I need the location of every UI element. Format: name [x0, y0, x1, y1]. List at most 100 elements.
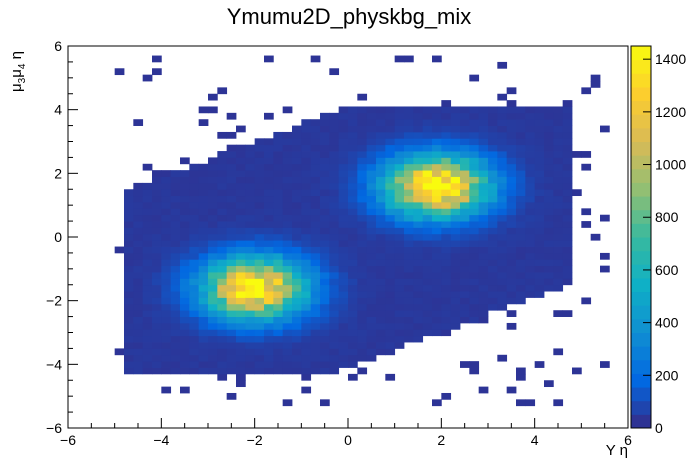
- heatmap-bin: [525, 163, 536, 171]
- heatmap-bin: [441, 240, 452, 247]
- heatmap-bin: [198, 361, 209, 368]
- heatmap-bin: [394, 291, 405, 298]
- heatmap-bin: [329, 214, 340, 222]
- heatmap-bin: [534, 125, 545, 133]
- heatmap-bin: [152, 182, 162, 190]
- heatmap-bin: [534, 151, 545, 158]
- heatmap-bin: [245, 335, 256, 343]
- heatmap-bin: [273, 144, 284, 152]
- heatmap-bin: [282, 131, 293, 139]
- heatmap-bin: [441, 329, 452, 337]
- heatmap-bin: [142, 265, 153, 273]
- heatmap-bin: [376, 221, 386, 228]
- heatmap-bin: [497, 214, 508, 222]
- heatmap-bin: [198, 208, 209, 216]
- heatmap-bin: [161, 316, 172, 324]
- heatmap-bin: [422, 252, 433, 260]
- heatmap-bin: [161, 335, 172, 343]
- heatmap-bin: [198, 310, 209, 317]
- heatmap-bin: [124, 221, 134, 228]
- heatmap-bin: [254, 246, 265, 254]
- heatmap-bin: [478, 252, 489, 260]
- heatmap-bin: [133, 322, 144, 330]
- heatmap-bin: [245, 310, 256, 317]
- heatmap-bin: [180, 182, 190, 190]
- heatmap-bin: [478, 182, 489, 190]
- heatmap-bin: [282, 106, 293, 114]
- heatmap-bin: [562, 170, 573, 177]
- heatmap-bin: [394, 272, 405, 279]
- heatmap-bin: [366, 348, 377, 356]
- heatmap-bin: [217, 361, 228, 368]
- heatmap-bin: [161, 176, 172, 184]
- heatmap-bin: [544, 380, 554, 388]
- heatmap-bin: [236, 361, 246, 368]
- heatmap-bin: [236, 354, 246, 362]
- heatmap-bin: [413, 176, 424, 184]
- heatmap-bin: [320, 151, 330, 158]
- heatmap-bin: [152, 354, 162, 362]
- heatmap-bin: [320, 278, 330, 286]
- heatmap-bin: [310, 170, 321, 177]
- heatmap-bin: [180, 386, 190, 394]
- heatmap-bin: [301, 316, 312, 324]
- heatmap-bin: [310, 214, 321, 222]
- heatmap-bin: [264, 201, 274, 209]
- heatmap-bin: [273, 342, 284, 349]
- heatmap-bin: [394, 176, 405, 184]
- heatmap-bin: [170, 303, 181, 311]
- heatmap-bin: [516, 182, 526, 190]
- heatmap-bin: [478, 272, 489, 279]
- heatmap-bin: [217, 310, 228, 317]
- heatmap-bin: [245, 316, 256, 324]
- heatmap-bin: [534, 291, 545, 298]
- heatmap-bin: [208, 106, 218, 114]
- heatmap-bin: [348, 227, 358, 235]
- heatmap-bin: [329, 170, 340, 177]
- heatmap-bin: [413, 163, 424, 171]
- heatmap-bin: [282, 182, 293, 190]
- heatmap-bin: [413, 240, 424, 247]
- heatmap-bin: [161, 233, 172, 241]
- heatmap-bin: [320, 182, 330, 190]
- heatmap-bin: [488, 157, 498, 165]
- heatmap-bin: [469, 131, 480, 139]
- heatmap-bin: [460, 297, 470, 305]
- heatmap-bin: [292, 189, 302, 197]
- heatmap-bin: [348, 354, 358, 362]
- heatmap-bin: [357, 240, 368, 247]
- heatmap-bin: [282, 151, 293, 158]
- y-tick-label: −2: [46, 293, 62, 309]
- heatmap-bin: [562, 265, 573, 273]
- heatmap-bin: [292, 316, 302, 324]
- heatmap-bin: [198, 170, 209, 177]
- colorbar-segment: [631, 141, 651, 156]
- heatmap-bin: [226, 322, 237, 330]
- heatmap-bin: [189, 208, 200, 216]
- heatmap-bin: [217, 208, 228, 216]
- heatmap-bin: [264, 278, 274, 286]
- heatmap-bin: [114, 68, 125, 76]
- heatmap-bin: [310, 316, 321, 324]
- heatmap-bin: [320, 399, 330, 407]
- heatmap-bin: [460, 291, 470, 298]
- heatmap-bin: [264, 138, 274, 146]
- heatmap-bin: [460, 170, 470, 177]
- heatmap-bin: [320, 214, 330, 222]
- heatmap-bin: [320, 291, 330, 298]
- heatmap-bin: [366, 233, 377, 241]
- heatmap-bin: [226, 348, 237, 356]
- heatmap-bin: [422, 170, 433, 177]
- heatmap-bin: [329, 272, 340, 279]
- heatmap-bin: [357, 329, 368, 337]
- heatmap-bin: [142, 272, 153, 279]
- heatmap-bin: [460, 284, 470, 292]
- heatmap-bin: [310, 348, 321, 356]
- heatmap-bin: [133, 259, 144, 267]
- heatmap-bin: [348, 284, 358, 292]
- heatmap-bin: [516, 176, 526, 184]
- heatmap-bin: [217, 354, 228, 362]
- heatmap-bin: [320, 233, 330, 241]
- heatmap-bin: [236, 170, 246, 177]
- heatmap-bin: [329, 189, 340, 197]
